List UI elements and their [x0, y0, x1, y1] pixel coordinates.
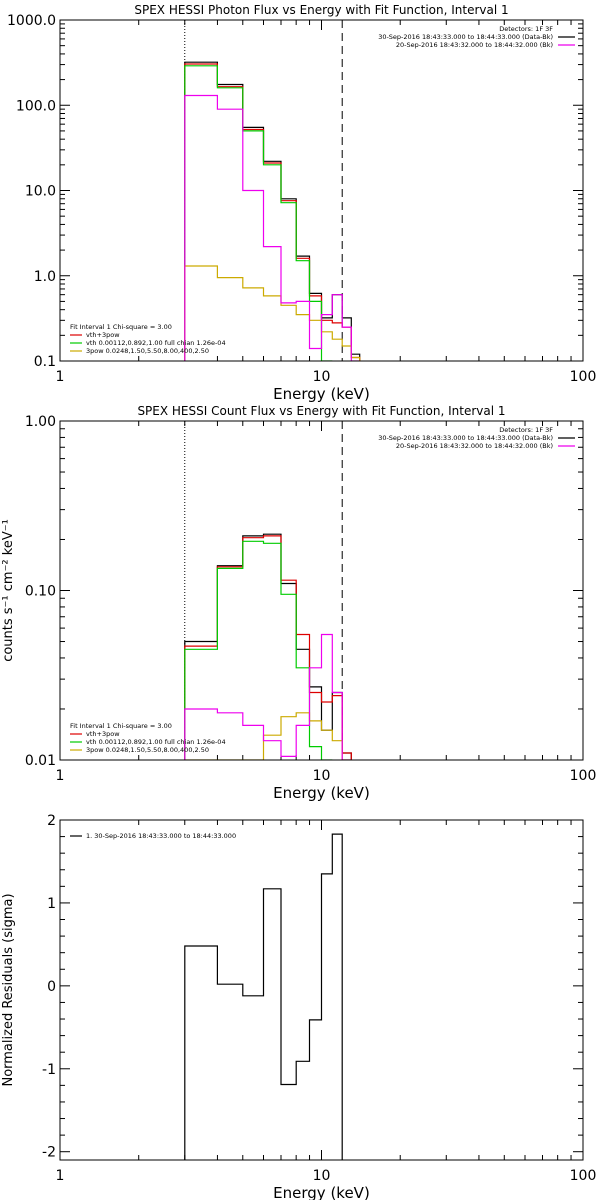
plot-area [184, 61, 361, 361]
series-histogram-0 [184, 533, 352, 760]
series-histogram-4 [184, 94, 360, 361]
x-tick-label: 1 [56, 768, 65, 784]
x-tick-label: 10 [313, 369, 331, 385]
photon-flux-panel: SPEX HESSI Photon Flux vs Energy with Fi… [7, 3, 596, 403]
x-tick-label: 100 [570, 369, 597, 385]
series-histogram-0 [184, 61, 361, 361]
x-tick-label: 10 [313, 1168, 331, 1184]
y-tick-label: 1.00 [25, 414, 56, 430]
chart-title: SPEX HESSI Photon Flux vs Energy with Fi… [134, 3, 508, 17]
x-tick-label: 100 [570, 768, 597, 784]
residuals-panel: 1 10 100 Energy (keV) -2 -1 0 1 2 Normalized Resi… [1, 813, 596, 1200]
series-histogram-1 [184, 63, 361, 361]
y-axis-label: Normalized Residuals (sigma) [1, 893, 16, 1086]
legend-left-text: vth+3pow [86, 331, 120, 339]
y-axis-label: counts s⁻¹ cm⁻² keV⁻¹ [1, 519, 16, 662]
series-histogram-0 [184, 833, 343, 1160]
x-tick-label: 10 [313, 768, 331, 784]
y-tick-label: 1000.0 [7, 13, 56, 29]
plot-frame [59, 420, 584, 761]
plot-frame [59, 19, 584, 362]
legend-right-text: 20-Sep-2016 18:43:32.000 to 18:44:32.000… [396, 442, 553, 450]
legend-left-text: 3pow 0.0248,1.50,5.50,8.00,400,2.50 [86, 746, 209, 754]
y-tick-label: 1 [47, 896, 56, 912]
y-tick-label: 0.01 [25, 753, 56, 769]
y-tick-label: -2 [42, 1145, 56, 1161]
y-tick-label: 0.1 [34, 354, 56, 370]
x-tick-label: 1 [56, 369, 65, 385]
plot-frame [59, 819, 584, 1161]
y-tick-label: 1.0 [34, 269, 56, 285]
x-tick-label: 100 [570, 1168, 597, 1184]
y-tick-label: -1 [42, 1062, 56, 1078]
legend-right-text: 30-Sep-2016 18:43:33.000 to 18:44:33.000… [378, 33, 553, 41]
legend-left-text: Fit Interval 1 Chi-square = 3.00 [70, 722, 172, 730]
legend-right-text: Detectors: 1F 3F [499, 25, 553, 33]
series-histogram-3 [184, 712, 352, 760]
legend-left-text: Fit Interval 1 Chi-square = 3.00 [70, 323, 172, 331]
series-histogram-1 [184, 535, 352, 760]
legend-left-text: vth 0.00112,0.892,1.00 full chian 1.26e-… [86, 738, 226, 746]
y-tick-label: 10.0 [25, 184, 56, 200]
y-tick-label: 0.10 [25, 584, 56, 600]
series-histogram-3 [184, 265, 361, 361]
legend-left-text: 3pow 0.0248,1.50,5.50,8.00,400,2.50 [86, 347, 209, 355]
legend-left-text: vth 0.00112,0.892,1.00 full chian 1.26e-… [86, 339, 226, 347]
count-flux-panel: SPEX HESSI Count Flux vs Energy with Fit… [1, 404, 596, 802]
x-axis-label: Energy (keV) [273, 385, 370, 403]
legend-right-text: Detectors: 1F 3F [499, 426, 553, 434]
plot-area [184, 833, 343, 1160]
x-axis-label: Energy (keV) [273, 1184, 370, 1200]
series-histogram-4 [184, 633, 352, 760]
legend-right-text: 20-Sep-2016 18:43:32.000 to 18:44:32.000… [396, 41, 553, 49]
legend-right-text: 30-Sep-2016 18:43:33.000 to 18:44:33.000… [378, 434, 553, 442]
legend-left-text: 1. 30-Sep-2016 18:43:33.000 to 18:44:33.… [86, 832, 236, 840]
y-tick-label: 100.0 [16, 98, 56, 114]
y-tick-label: 0 [47, 979, 56, 995]
legend-left-text: vth+3pow [86, 730, 120, 738]
series-histogram-2 [184, 540, 333, 760]
series-histogram-2 [184, 65, 333, 361]
x-tick-label: 1 [56, 1168, 65, 1184]
y-tick-label: 2 [47, 813, 56, 829]
chart-title: SPEX HESSI Count Flux vs Energy with Fit… [137, 404, 505, 418]
plot-area [184, 533, 352, 760]
x-axis-label: Energy (keV) [273, 784, 370, 802]
